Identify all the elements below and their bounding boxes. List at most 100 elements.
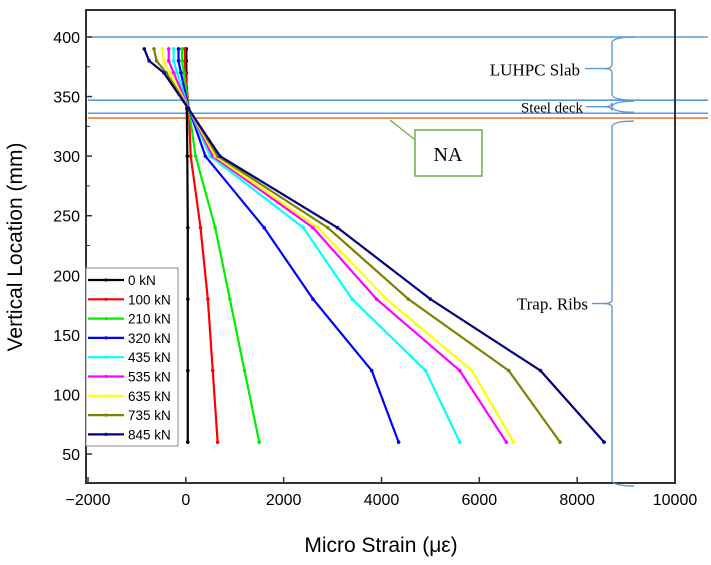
data-point	[203, 154, 208, 158]
y-tick-label: 300	[53, 149, 80, 166]
data-point	[511, 440, 516, 444]
legend-label: 0 kN	[128, 273, 156, 288]
data-point	[506, 368, 511, 373]
data-point	[182, 70, 186, 75]
legend-label: 735 kN	[128, 408, 171, 423]
legend-label: 635 kN	[128, 389, 171, 404]
data-point	[171, 70, 176, 75]
legend-marker	[104, 394, 108, 398]
data-point	[142, 47, 147, 51]
legend-marker	[104, 336, 108, 340]
data-point	[166, 59, 171, 63]
data-point	[311, 297, 315, 301]
legend-marker	[104, 278, 108, 282]
data-point	[257, 440, 262, 444]
data-point	[301, 225, 306, 230]
legend-marker	[104, 355, 108, 359]
data-point	[176, 59, 181, 63]
y-tick-label: 100	[53, 387, 80, 404]
data-point	[374, 297, 379, 301]
data-point	[602, 440, 606, 444]
data-point	[180, 47, 184, 51]
legend-marker	[104, 374, 108, 379]
legend: 0 kN 100 kN 210 kN 320 kN 435 kN 535 kN 635 kN…	[85, 267, 179, 447]
data-point	[558, 440, 562, 444]
brace	[603, 100, 635, 113]
data-point	[147, 59, 151, 63]
data-point	[171, 47, 176, 51]
legend-marker	[104, 413, 108, 417]
y-tick-label: 150	[53, 328, 80, 345]
data-point	[162, 70, 166, 75]
data-point	[538, 368, 543, 373]
y-tick-label: 400	[53, 30, 80, 47]
data-point	[185, 440, 190, 444]
data-point	[406, 297, 411, 301]
annotation-luhpc-slab: LUHPC Slab	[490, 61, 580, 80]
data-point	[504, 440, 509, 444]
annotation-na: NA	[434, 144, 463, 166]
data-point	[154, 59, 159, 63]
data-point	[262, 225, 266, 230]
na-leader	[389, 119, 415, 140]
data-point	[423, 368, 428, 373]
data-point	[171, 59, 176, 63]
x-tick-label: 10000	[653, 492, 698, 509]
legend-label: 210 kN	[128, 312, 171, 327]
y-tick-label: 250	[53, 209, 80, 226]
data-point	[166, 47, 171, 51]
data-point	[311, 225, 315, 230]
y-tick-label: 350	[53, 90, 80, 107]
plot-frame	[85, 9, 676, 484]
legend-label: 535 kN	[128, 370, 171, 385]
data-point	[384, 297, 389, 301]
data-point	[396, 440, 401, 444]
legend-marker	[104, 297, 108, 301]
data-point	[185, 297, 190, 301]
y-axis-label: Vertical Location (mm)	[4, 143, 27, 352]
data-point	[198, 225, 203, 230]
series-line	[177, 48, 400, 443]
y-tick-label: 50	[62, 447, 80, 464]
data-point	[213, 225, 217, 230]
data-point	[242, 368, 247, 373]
data-point	[186, 106, 191, 111]
na-box	[414, 129, 483, 177]
data-point	[457, 368, 462, 373]
y-tick-label: 200	[53, 268, 80, 285]
data-point	[183, 47, 187, 51]
x-tick-label: 0	[181, 492, 190, 509]
legend-label: 100 kN	[128, 292, 171, 307]
series-line	[152, 48, 561, 443]
data-point	[167, 70, 172, 75]
x-tick-label: 8000	[559, 492, 595, 509]
data-point	[210, 368, 215, 373]
series-line	[161, 48, 515, 443]
legend-marker	[104, 317, 108, 321]
annotation-trap-ribs: Trap. Ribs	[517, 295, 588, 314]
data-point	[185, 368, 190, 373]
series-line	[180, 48, 261, 443]
data-point	[228, 297, 232, 301]
x-axis-label: Micro Strain (με)	[304, 534, 457, 557]
legend-label: 435 kN	[128, 350, 171, 365]
legend-label: 845 kN	[128, 427, 171, 442]
data-point	[369, 368, 374, 373]
data-point	[457, 440, 462, 444]
data-point	[179, 70, 183, 75]
data-point	[316, 225, 320, 230]
data-point	[175, 70, 179, 75]
data-point	[180, 59, 184, 63]
data-point	[206, 297, 210, 301]
data-point	[470, 368, 474, 373]
data-point	[162, 59, 166, 63]
legend-label: 320 kN	[128, 331, 171, 346]
x-tick-label: 4000	[364, 492, 400, 509]
data-point	[193, 154, 198, 158]
legend-marker	[104, 432, 108, 436]
data-point	[188, 154, 193, 158]
data-point	[185, 154, 190, 158]
data-point	[325, 225, 330, 230]
